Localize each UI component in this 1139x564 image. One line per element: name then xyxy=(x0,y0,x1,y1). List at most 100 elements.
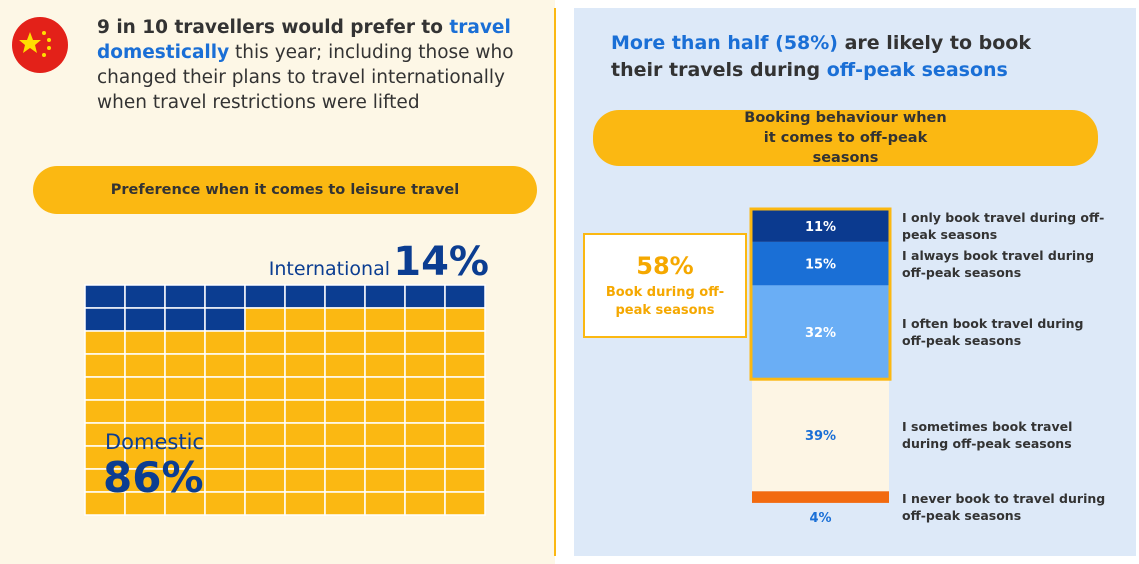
category-label: I always book travel during off-peak sea… xyxy=(902,247,1095,280)
value-label: 11% xyxy=(805,220,836,235)
waffle-cell xyxy=(444,330,486,355)
flag-star xyxy=(47,38,51,42)
waffle-cell xyxy=(444,284,486,309)
waffle-cell xyxy=(124,307,166,332)
waffle-cell xyxy=(404,422,446,447)
waffle-cell xyxy=(404,376,446,401)
waffle-cell xyxy=(324,422,366,447)
waffle-cell xyxy=(84,376,126,401)
flag-star xyxy=(19,32,41,53)
waffle-cell xyxy=(124,376,166,401)
waffle-cell xyxy=(124,330,166,355)
flag xyxy=(12,17,68,73)
flag-star xyxy=(47,46,51,50)
waffle-cell xyxy=(404,399,446,424)
waffle-cell xyxy=(364,353,406,378)
waffle-cell xyxy=(364,399,406,424)
headline-part: off-peak seasons xyxy=(826,59,1008,81)
category-label: I often book travel during off-peak seas… xyxy=(902,315,1084,348)
waffle-cell xyxy=(324,353,366,378)
waffle-cell xyxy=(164,330,206,355)
waffle-cell xyxy=(244,284,286,309)
value-label: 15% xyxy=(805,258,836,273)
waffle-cell xyxy=(364,491,406,516)
right-pill: Booking behaviour when it comes to off-p… xyxy=(593,110,1098,166)
waffle-cell xyxy=(284,307,326,332)
waffle-cell xyxy=(324,376,366,401)
waffle-cell xyxy=(284,399,326,424)
category-label: I only book travel during off-peak seaso… xyxy=(902,209,1105,242)
waffle-cell xyxy=(284,491,326,516)
waffle-cell xyxy=(244,353,286,378)
callout-text: Book during off-peak seasons xyxy=(605,285,725,318)
waffle-cell xyxy=(204,491,246,516)
waffle-cell xyxy=(284,422,326,447)
waffle-cell xyxy=(244,330,286,355)
headline-part: this year; including those who changed t… xyxy=(97,42,514,113)
waffle-cell xyxy=(404,353,446,378)
category-label: I never book to travel during off-peak s… xyxy=(902,491,1106,524)
waffle-cell xyxy=(324,399,366,424)
callout-value: 58% xyxy=(636,252,694,280)
waffle-cell xyxy=(204,376,246,401)
waffle-cell xyxy=(164,284,206,309)
waffle-cell xyxy=(284,330,326,355)
waffle-cell xyxy=(244,376,286,401)
waffle-cell xyxy=(84,399,126,424)
right-headline: More than half (58%) are likely to book … xyxy=(611,30,1051,84)
waffle-cell xyxy=(84,330,126,355)
value-label: 86% xyxy=(103,453,204,502)
waffle-cell xyxy=(364,445,406,470)
waffle-cell xyxy=(364,468,406,493)
left-headline: 9 in 10 travellers would prefer to trave… xyxy=(97,15,542,115)
waffle-cell xyxy=(204,353,246,378)
waffle-cell xyxy=(404,468,446,493)
headline-part: More than half (58%) xyxy=(611,32,838,54)
waffle-cell xyxy=(324,284,366,309)
headline-part: 9 in 10 travellers would prefer to xyxy=(97,17,450,38)
waffle-cell xyxy=(444,445,486,470)
bar-segment xyxy=(752,285,889,379)
waffle-cell xyxy=(364,330,406,355)
waffle-cell xyxy=(404,284,446,309)
waffle-cell xyxy=(324,330,366,355)
waffle-cell xyxy=(284,376,326,401)
waffle-cell xyxy=(404,330,446,355)
waffle-cell xyxy=(124,284,166,309)
value-label: 4% xyxy=(809,511,831,526)
waffle-cell xyxy=(324,445,366,470)
bar-segment xyxy=(752,210,889,242)
waffle-cell xyxy=(244,422,286,447)
waffle-cell xyxy=(324,468,366,493)
waffle-cell xyxy=(444,399,486,424)
waffle-cell xyxy=(444,468,486,493)
value-label: 32% xyxy=(805,326,836,341)
waffle-cell xyxy=(204,307,246,332)
waffle-cell xyxy=(364,376,406,401)
waffle-cell xyxy=(124,353,166,378)
legend-label: International xyxy=(269,258,390,280)
waffle-cell xyxy=(444,376,486,401)
waffle-cell xyxy=(164,399,206,424)
waffle-cell xyxy=(444,353,486,378)
callout-bracket xyxy=(749,207,892,381)
waffle-cell xyxy=(244,399,286,424)
waffle-cell xyxy=(404,445,446,470)
callout-box xyxy=(583,233,747,338)
waffle-cell xyxy=(364,307,406,332)
headline-part: travel domestically xyxy=(97,17,511,63)
bar-segment xyxy=(752,241,889,286)
waffle-cell xyxy=(444,422,486,447)
waffle-cell xyxy=(404,307,446,332)
category-label: I sometimes book travel during off-peak … xyxy=(902,418,1073,451)
waffle-cell xyxy=(124,399,166,424)
waffle-cell xyxy=(84,284,126,309)
waffle-cell xyxy=(84,353,126,378)
waffle-cell xyxy=(244,445,286,470)
legend-label: Domestic xyxy=(105,430,204,454)
waffle-cell xyxy=(284,353,326,378)
waffle-cell xyxy=(404,491,446,516)
headline-part: are likely to book their travels during xyxy=(611,32,1031,81)
